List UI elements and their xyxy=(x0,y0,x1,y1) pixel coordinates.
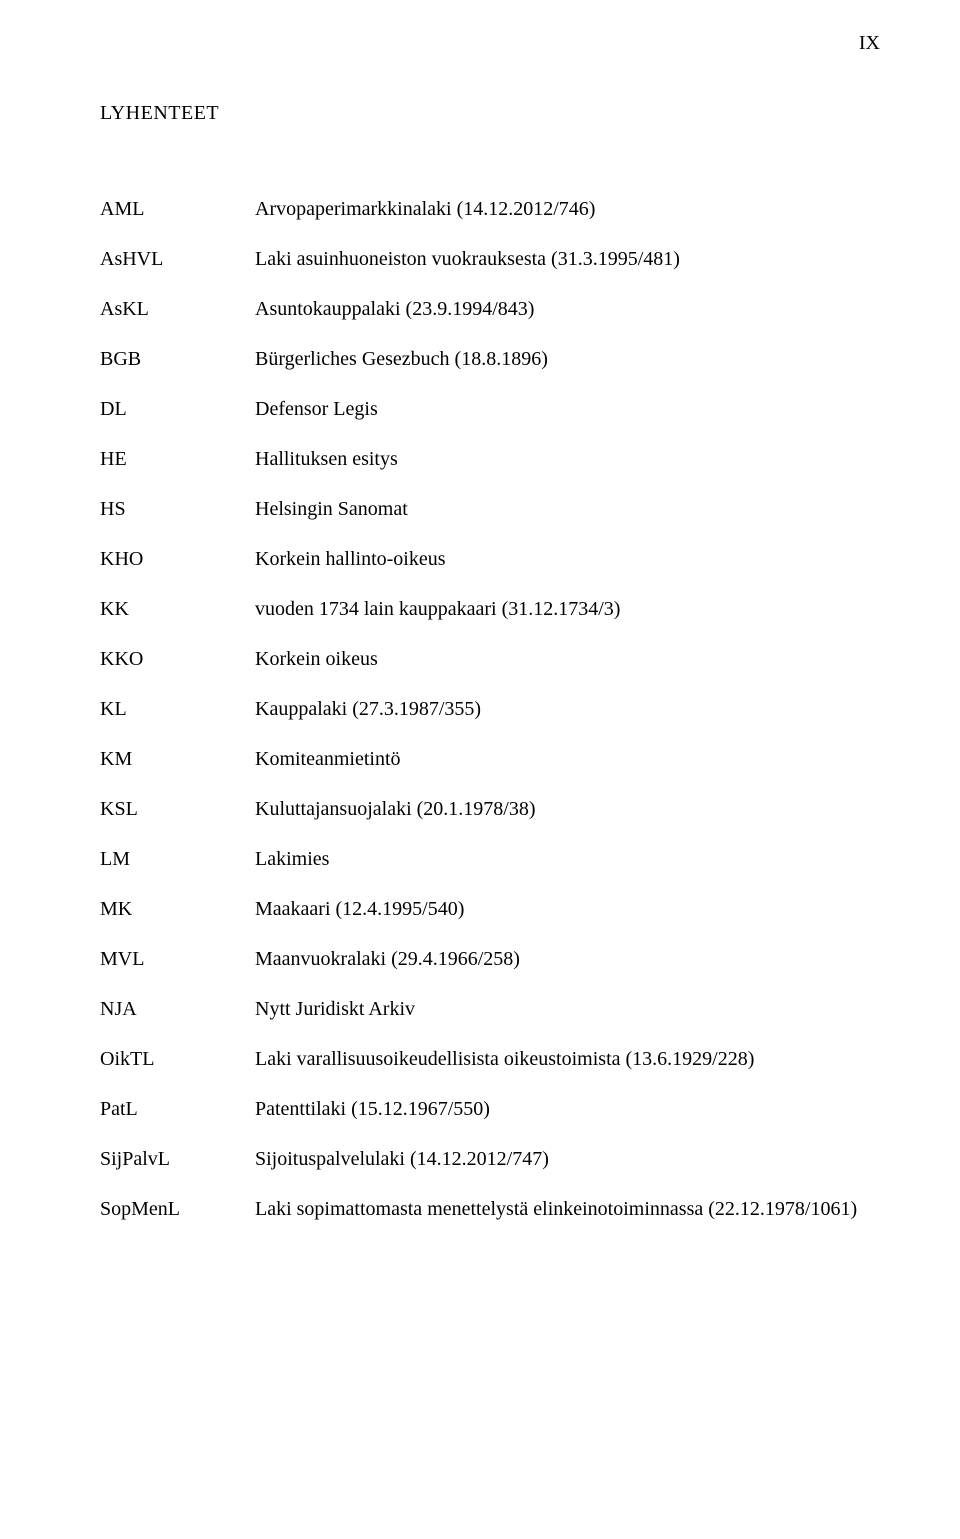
table-row: HEHallituksen esitys xyxy=(100,446,870,496)
desc-cell: Bürgerliches Gesezbuch (18.8.1896) xyxy=(255,346,870,396)
heading-abbreviations: LYHENTEET xyxy=(100,100,219,126)
abbr-cell: NJA xyxy=(100,996,255,1046)
table-row: DLDefensor Legis xyxy=(100,396,870,446)
table-row: AsKLAsuntokauppalaki (23.9.1994/843) xyxy=(100,296,870,346)
abbr-cell: KK xyxy=(100,596,255,646)
desc-cell: Laki asuinhuoneiston vuokrauksesta (31.3… xyxy=(255,246,870,296)
abbr-cell: SijPalvL xyxy=(100,1146,255,1196)
page: IX LYHENTEET AMLArvopaperimarkkinalaki (… xyxy=(0,0,960,1539)
desc-cell: Kauppalaki (27.3.1987/355) xyxy=(255,696,870,746)
table-row: MKMaakaari (12.4.1995/540) xyxy=(100,896,870,946)
abbr-cell: KKO xyxy=(100,646,255,696)
table-row: KKOKorkein oikeus xyxy=(100,646,870,696)
desc-cell: Defensor Legis xyxy=(255,396,870,446)
desc-cell: Laki varallisuusoikeudellisista oikeusto… xyxy=(255,1046,870,1096)
abbr-cell: KHO xyxy=(100,546,255,596)
abbr-cell: KM xyxy=(100,746,255,796)
desc-cell: vuoden 1734 lain kauppakaari (31.12.1734… xyxy=(255,596,870,646)
table-row: AsHVLLaki asuinhuoneiston vuokrauksesta … xyxy=(100,246,870,296)
abbr-cell: AsKL xyxy=(100,296,255,346)
abbr-cell: AsHVL xyxy=(100,246,255,296)
desc-cell: Komiteanmietintö xyxy=(255,746,870,796)
desc-cell: Maakaari (12.4.1995/540) xyxy=(255,896,870,946)
table-row: KMKomiteanmietintö xyxy=(100,746,870,796)
abbr-cell: MVL xyxy=(100,946,255,996)
abbreviations-tbody: AMLArvopaperimarkkinalaki (14.12.2012/74… xyxy=(100,196,870,1246)
table-row: KHOKorkein hallinto-oikeus xyxy=(100,546,870,596)
desc-cell: Hallituksen esitys xyxy=(255,446,870,496)
abbr-cell: PatL xyxy=(100,1096,255,1146)
desc-cell: Lakimies xyxy=(255,846,870,896)
abbr-cell: DL xyxy=(100,396,255,446)
desc-cell: Arvopaperimarkkinalaki (14.12.2012/746) xyxy=(255,196,870,246)
table-row: OikTLLaki varallisuusoikeudellisista oik… xyxy=(100,1046,870,1096)
desc-cell: Helsingin Sanomat xyxy=(255,496,870,546)
table-row: NJANytt Juridiskt Arkiv xyxy=(100,996,870,1046)
desc-cell: Sijoituspalvelulaki (14.12.2012/747) xyxy=(255,1146,870,1196)
abbr-cell: MK xyxy=(100,896,255,946)
table-row: HSHelsingin Sanomat xyxy=(100,496,870,546)
abbr-cell: HE xyxy=(100,446,255,496)
table-row: KSLKuluttajansuojalaki (20.1.1978/38) xyxy=(100,796,870,846)
table-row: KKvuoden 1734 lain kauppakaari (31.12.17… xyxy=(100,596,870,646)
desc-cell: Patenttilaki (15.12.1967/550) xyxy=(255,1096,870,1146)
table-row: KLKauppalaki (27.3.1987/355) xyxy=(100,696,870,746)
abbr-cell: SopMenL xyxy=(100,1196,255,1246)
desc-cell: Korkein hallinto-oikeus xyxy=(255,546,870,596)
abbr-cell: LM xyxy=(100,846,255,896)
abbr-cell: AML xyxy=(100,196,255,246)
table-row: LMLakimies xyxy=(100,846,870,896)
table-row: AMLArvopaperimarkkinalaki (14.12.2012/74… xyxy=(100,196,870,246)
desc-cell: Laki sopimattomasta menettelystä elinkei… xyxy=(255,1196,870,1246)
abbr-cell: KL xyxy=(100,696,255,746)
abbr-cell: OikTL xyxy=(100,1046,255,1096)
table-row: SopMenLLaki sopimattomasta menettelystä … xyxy=(100,1196,870,1246)
desc-cell: Kuluttajansuojalaki (20.1.1978/38) xyxy=(255,796,870,846)
table-row: MVLMaanvuokralaki (29.4.1966/258) xyxy=(100,946,870,996)
abbr-cell: HS xyxy=(100,496,255,546)
desc-cell: Korkein oikeus xyxy=(255,646,870,696)
desc-cell: Nytt Juridiskt Arkiv xyxy=(255,996,870,1046)
abbreviations-table: AMLArvopaperimarkkinalaki (14.12.2012/74… xyxy=(100,196,870,1246)
table-row: SijPalvLSijoituspalvelulaki (14.12.2012/… xyxy=(100,1146,870,1196)
abbr-cell: KSL xyxy=(100,796,255,846)
abbr-cell: BGB xyxy=(100,346,255,396)
desc-cell: Maanvuokralaki (29.4.1966/258) xyxy=(255,946,870,996)
page-number: IX xyxy=(859,30,880,56)
table-row: BGBBürgerliches Gesezbuch (18.8.1896) xyxy=(100,346,870,396)
desc-cell: Asuntokauppalaki (23.9.1994/843) xyxy=(255,296,870,346)
table-row: PatLPatenttilaki (15.12.1967/550) xyxy=(100,1096,870,1146)
